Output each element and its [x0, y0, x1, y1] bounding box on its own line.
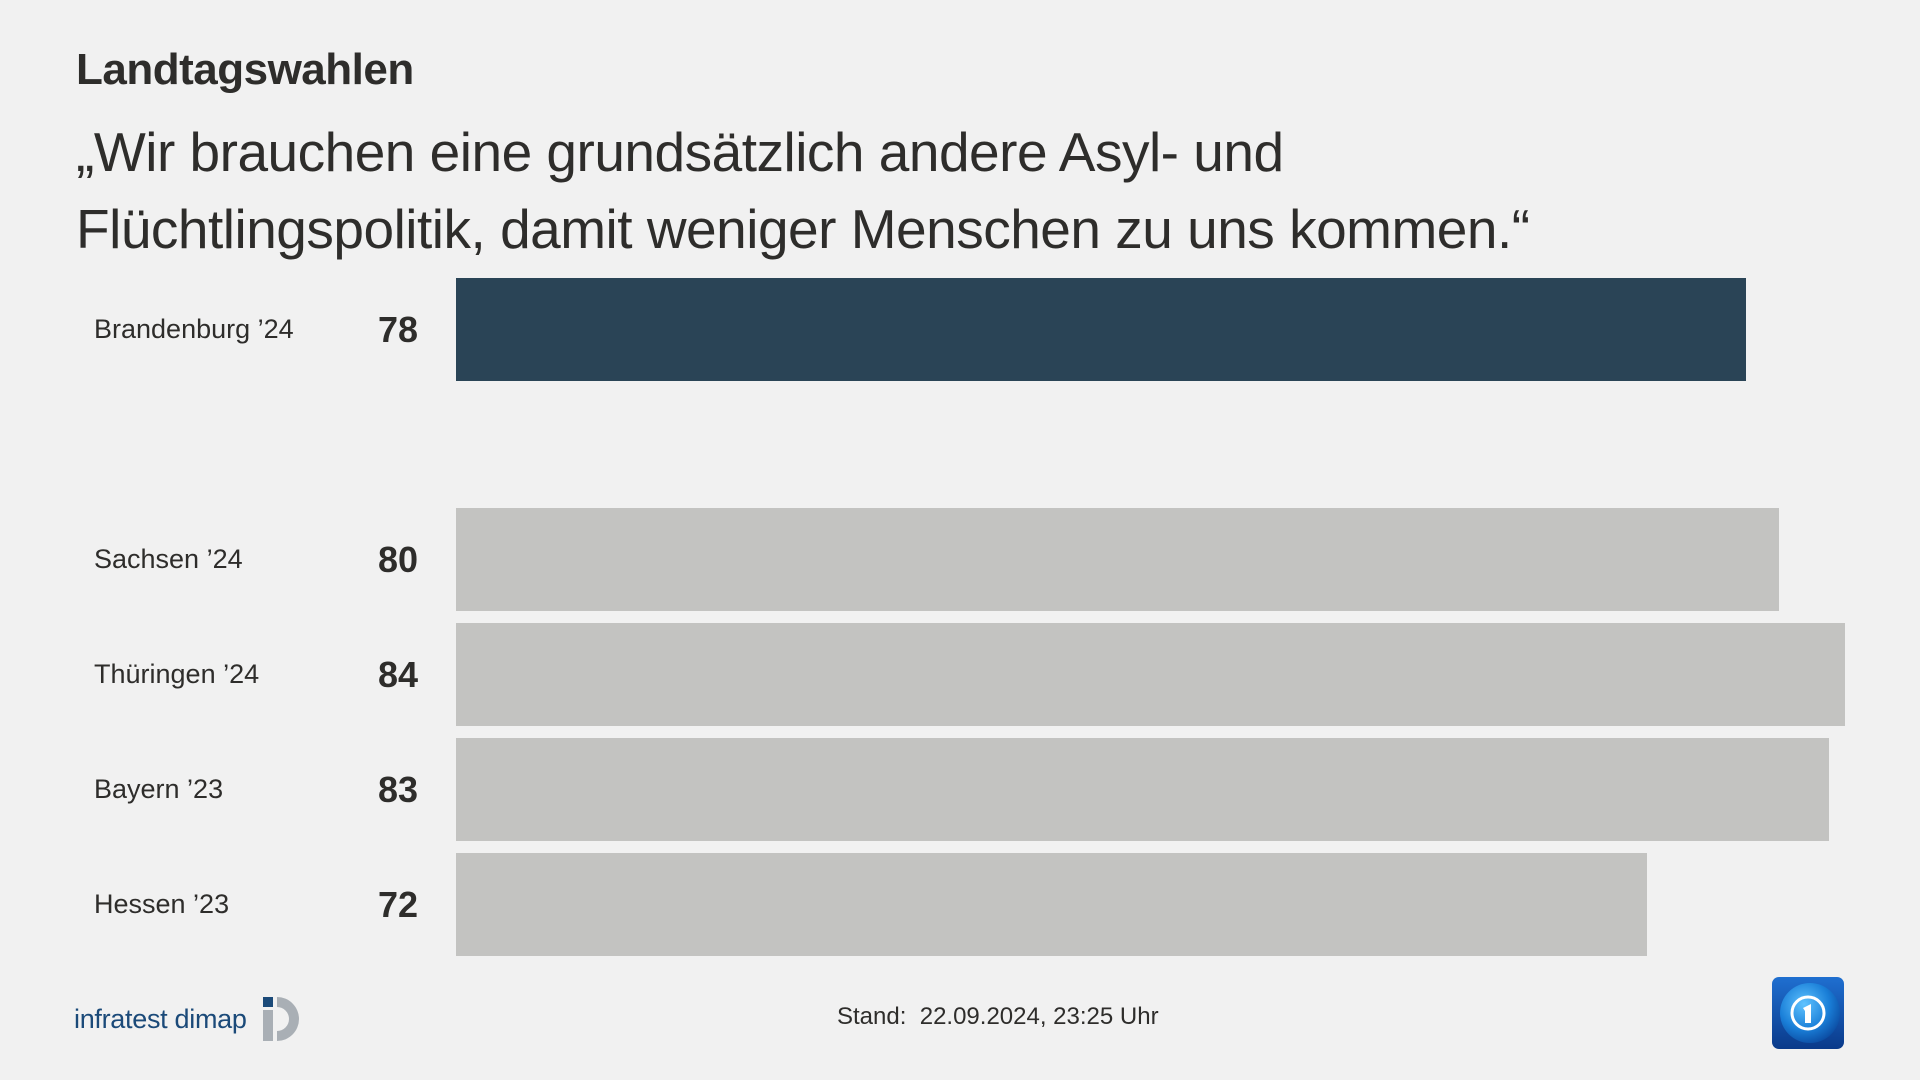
bar: [456, 508, 1780, 611]
bar-row: Thüringen ’24 84: [0, 623, 1920, 726]
bar-value: 78: [377, 309, 418, 350]
chart-kicker: Landtagswahlen: [76, 45, 414, 94]
bar: [456, 623, 1846, 726]
infratest-dimap-mark-icon: [262, 997, 299, 1041]
headline-line-2: Flüchtlingspolitik, damit weniger Mensch…: [76, 198, 1530, 260]
bar: [456, 278, 1747, 381]
bar-label: Brandenburg ’24: [94, 314, 294, 344]
bar-row: Brandenburg ’24 78: [0, 278, 1920, 381]
bar-value: 80: [377, 539, 418, 580]
infratest-dimap-logo: infratest dimap: [74, 994, 307, 1044]
tagesschau-logo-icon: [1772, 977, 1844, 1049]
timestamp: Stand: 22.09.2024, 23:25 Uhr: [837, 1003, 1159, 1030]
bar-value: 83: [377, 769, 418, 810]
bar: [456, 853, 1647, 956]
bar-label: Bayern ’23: [94, 774, 224, 804]
bar-value: 72: [377, 884, 418, 925]
source-brand: infratest dimap: [74, 1003, 247, 1034]
bar-row: Bayern ’23 83: [0, 738, 1920, 841]
bar-row: Hessen ’23 72: [0, 853, 1920, 956]
bar-label: Hessen ’23: [94, 889, 230, 919]
bar-value: 84: [377, 654, 418, 695]
bar-row: Sachsen ’24 80: [0, 508, 1920, 611]
bar-label: Sachsen ’24: [94, 544, 243, 574]
headline-line-1: „Wir brauchen eine grundsätzlich andere …: [76, 121, 1284, 183]
bar-label: Thüringen ’24: [94, 659, 260, 689]
bar: [456, 738, 1829, 841]
chart-headline: „Wir brauchen eine grundsätzlich andere …: [76, 114, 1796, 268]
